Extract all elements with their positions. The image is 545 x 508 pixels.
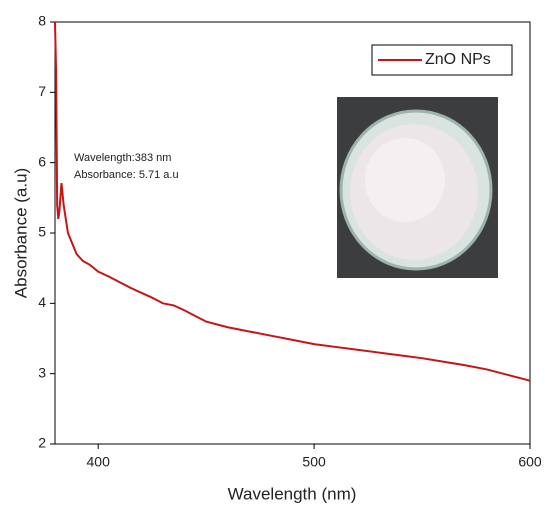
y-tick-label: 7 <box>38 83 46 99</box>
x-tick-label: 500 <box>302 454 326 470</box>
powder-highlight <box>365 138 445 222</box>
legend-label: ZnO NPs <box>425 51 491 68</box>
y-tick-label: 8 <box>38 13 46 29</box>
y-tick-label: 6 <box>38 153 46 169</box>
annotation: Wavelength:383 nm <box>74 152 171 164</box>
y-tick-label: 4 <box>38 294 46 310</box>
x-tick-label: 600 <box>518 454 542 470</box>
annotation: Absorbance: 5.71 a.u <box>74 169 179 181</box>
y-tick-label: 2 <box>38 435 46 451</box>
y-tick-label: 3 <box>38 364 46 380</box>
y-axis-label: Absorbance (a.u) <box>11 168 30 298</box>
x-axis-label: Wavelength (nm) <box>228 484 357 503</box>
data-line <box>54 21 531 382</box>
x-tick-label: 400 <box>87 454 111 470</box>
y-tick-label: 5 <box>38 224 46 240</box>
